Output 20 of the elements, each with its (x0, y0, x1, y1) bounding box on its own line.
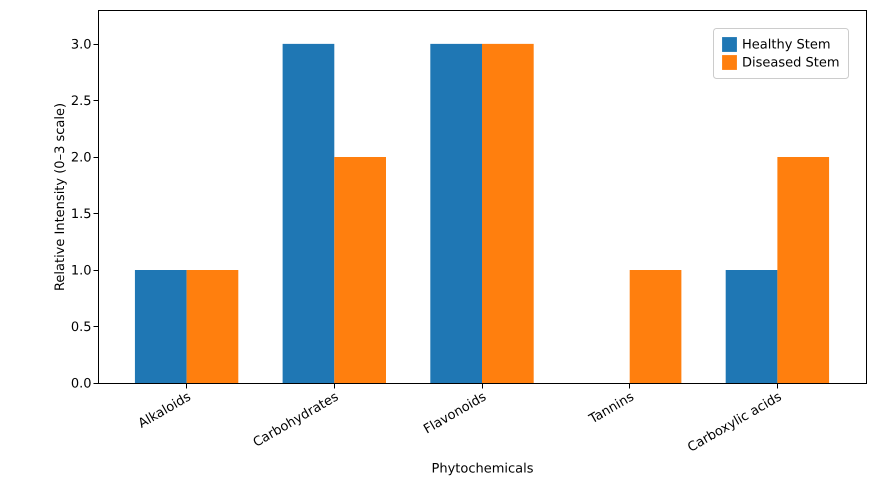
bar (134, 270, 187, 383)
bar (482, 44, 534, 383)
y-tick-label: 2.5 (70, 94, 92, 109)
y-tick-label: 1.0 (70, 263, 92, 278)
bar (630, 270, 682, 383)
y-tick-label: 1.5 (70, 206, 92, 222)
y-tick-label: 0.5 (70, 320, 92, 335)
legend-label: Healthy Stem (742, 38, 831, 52)
y-tick-label: 0.0 (70, 376, 92, 392)
bar (777, 156, 830, 383)
y-axis-title: Relative Intensity (0–3 scale) (52, 102, 68, 292)
bar (186, 270, 238, 383)
y-tick-label: 3.0 (70, 37, 92, 52)
legend-label: Diseased Stem (742, 56, 840, 70)
bar (430, 44, 482, 383)
bar (334, 156, 386, 383)
y-tick-label: 2.0 (70, 150, 92, 166)
x-axis-title: Phytochemicals (432, 462, 534, 477)
bar (726, 270, 778, 383)
bar (282, 44, 334, 383)
